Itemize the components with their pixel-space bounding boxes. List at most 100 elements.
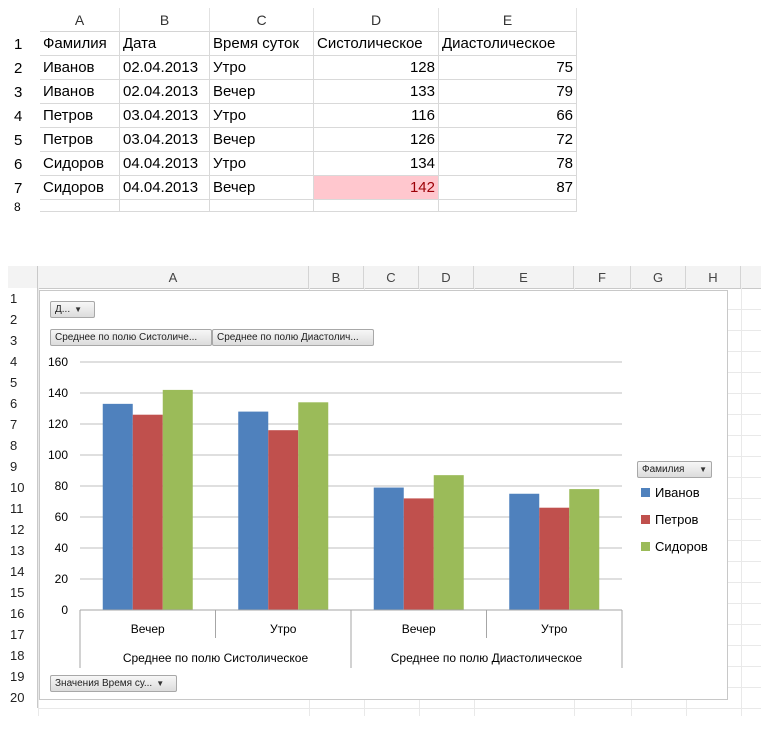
column-header-b[interactable]: B <box>120 8 210 32</box>
chart-sheet: A B C D E F G H 1 2 3 4 5 6 7 8 9 10 11 12 13 14 15 16 1… <box>8 266 761 716</box>
column-header-f[interactable]: F <box>574 266 631 288</box>
pivot-chart[interactable]: Д... ▼ Среднее по полю Систоличе... Сред… <box>39 290 728 700</box>
row-header[interactable]: 20 <box>8 687 38 708</box>
value-field-button-diastolic[interactable]: Среднее по полю Диастолич... <box>212 329 374 346</box>
column-header-b[interactable]: B <box>309 266 364 288</box>
row-header[interactable]: 19 <box>8 666 38 687</box>
cell[interactable]: 02.04.2013 <box>120 80 210 104</box>
cell[interactable]: 75 <box>439 56 577 80</box>
column-gridline <box>38 288 39 716</box>
row-header[interactable]: 16 <box>8 603 38 624</box>
select-all-corner[interactable] <box>8 266 38 288</box>
header-cell-systolic[interactable]: Систолическое <box>314 32 439 56</box>
cell[interactable]: Сидоров <box>40 176 120 200</box>
column-header-d[interactable]: D <box>314 8 439 32</box>
row-header[interactable]: 15 <box>8 582 38 603</box>
row-header[interactable]: 6 <box>14 155 23 173</box>
cell[interactable]: 03.04.2013 <box>120 104 210 128</box>
row-header[interactable]: 5 <box>14 131 23 149</box>
row-header[interactable]: 2 <box>14 59 23 77</box>
cell[interactable]: Утро <box>210 56 314 80</box>
row-header[interactable]: 2 <box>8 309 38 330</box>
column-header-d[interactable]: D <box>419 266 474 288</box>
axis-field-button[interactable]: Значения Время су... ▼ <box>50 675 177 692</box>
cell[interactable]: 04.04.2013 <box>120 176 210 200</box>
cell[interactable]: 116 <box>314 104 439 128</box>
select-all-corner[interactable] <box>8 8 40 32</box>
cell[interactable]: Утро <box>210 152 314 176</box>
row-header[interactable]: 4 <box>8 351 38 372</box>
row-header[interactable]: 1 <box>8 288 38 309</box>
cell[interactable]: 72 <box>439 128 577 152</box>
header-cell-diastolic[interactable]: Диастолическое <box>439 32 577 56</box>
column-header-c[interactable]: C <box>210 8 314 32</box>
cell[interactable] <box>439 200 577 212</box>
column-header-h[interactable]: H <box>686 266 741 288</box>
cell[interactable]: Вечер <box>210 128 314 152</box>
cell[interactable]: Иванов <box>40 56 120 80</box>
row-gridline <box>38 708 761 709</box>
cell[interactable]: Петров <box>40 128 120 152</box>
cell[interactable] <box>210 200 314 212</box>
cell[interactable]: 02.04.2013 <box>120 56 210 80</box>
cell[interactable]: 128 <box>314 56 439 80</box>
table-row: 6 Сидоров 04.04.2013 Утро 134 78 <box>8 152 586 176</box>
header-cell-date[interactable]: Дата <box>120 32 210 56</box>
row-header[interactable]: 7 <box>8 414 38 435</box>
row-header[interactable]: 17 <box>8 624 38 645</box>
table-row: 2 Иванов 02.04.2013 Утро 128 75 <box>8 56 586 80</box>
column-header-g[interactable]: G <box>631 266 686 288</box>
legend-field-button[interactable]: Фамилия ▼ <box>637 461 712 478</box>
column-header-e[interactable]: E <box>439 8 577 32</box>
column-header-a[interactable]: A <box>38 266 309 288</box>
cell[interactable]: 126 <box>314 128 439 152</box>
row-header[interactable]: 14 <box>8 561 38 582</box>
cell[interactable]: Утро <box>210 104 314 128</box>
bar-Иванов <box>102 403 133 610</box>
row-header[interactable]: 10 <box>8 477 38 498</box>
category-label: Утро <box>270 622 297 636</box>
cell[interactable]: 78 <box>439 152 577 176</box>
row-header[interactable]: 4 <box>14 107 23 125</box>
cell[interactable]: Вечер <box>210 176 314 200</box>
cell[interactable]: Вечер <box>210 80 314 104</box>
bar-Петров <box>132 414 163 610</box>
cell[interactable]: 03.04.2013 <box>120 128 210 152</box>
row-header[interactable]: 3 <box>14 83 23 101</box>
row-header[interactable]: 8 <box>8 435 38 456</box>
row-header[interactable]: 18 <box>8 645 38 666</box>
row-header[interactable]: 1 <box>14 35 23 53</box>
cell[interactable] <box>120 200 210 212</box>
value-field-button-systolic[interactable]: Среднее по полю Систоличе... <box>50 329 212 346</box>
y-tick-label: 60 <box>55 510 69 524</box>
row-header[interactable]: 5 <box>8 372 38 393</box>
bar-Сидоров <box>569 489 600 610</box>
row-header[interactable]: 11 <box>8 498 38 519</box>
cell[interactable]: 79 <box>439 80 577 104</box>
row-header[interactable]: 7 <box>14 179 23 197</box>
cell[interactable]: Иванов <box>40 80 120 104</box>
row-header[interactable]: 3 <box>8 330 38 351</box>
row-header[interactable]: 9 <box>8 456 38 477</box>
cell[interactable] <box>40 200 120 212</box>
column-header-e[interactable]: E <box>474 266 574 288</box>
column-header-row: A B C D E F G H <box>8 266 761 289</box>
header-cell-surname[interactable]: Фамилия <box>40 32 120 56</box>
cell[interactable]: Петров <box>40 104 120 128</box>
row-header[interactable]: 12 <box>8 519 38 540</box>
cell[interactable]: 87 <box>439 176 577 200</box>
cell[interactable] <box>314 200 439 212</box>
column-header-c[interactable]: C <box>364 266 419 288</box>
cell[interactable]: 133 <box>314 80 439 104</box>
cell[interactable]: 04.04.2013 <box>120 152 210 176</box>
cell-highlighted[interactable]: 142 <box>314 176 439 200</box>
report-filter-button[interactable]: Д... ▼ <box>50 301 95 318</box>
row-header[interactable]: 13 <box>8 540 38 561</box>
cell[interactable]: 66 <box>439 104 577 128</box>
row-header[interactable]: 6 <box>8 393 38 414</box>
row-header[interactable]: 8 <box>14 200 21 212</box>
header-cell-time-of-day[interactable]: Время суток <box>210 32 314 56</box>
column-header-a[interactable]: A <box>40 8 120 32</box>
cell[interactable]: 134 <box>314 152 439 176</box>
cell[interactable]: Сидоров <box>40 152 120 176</box>
